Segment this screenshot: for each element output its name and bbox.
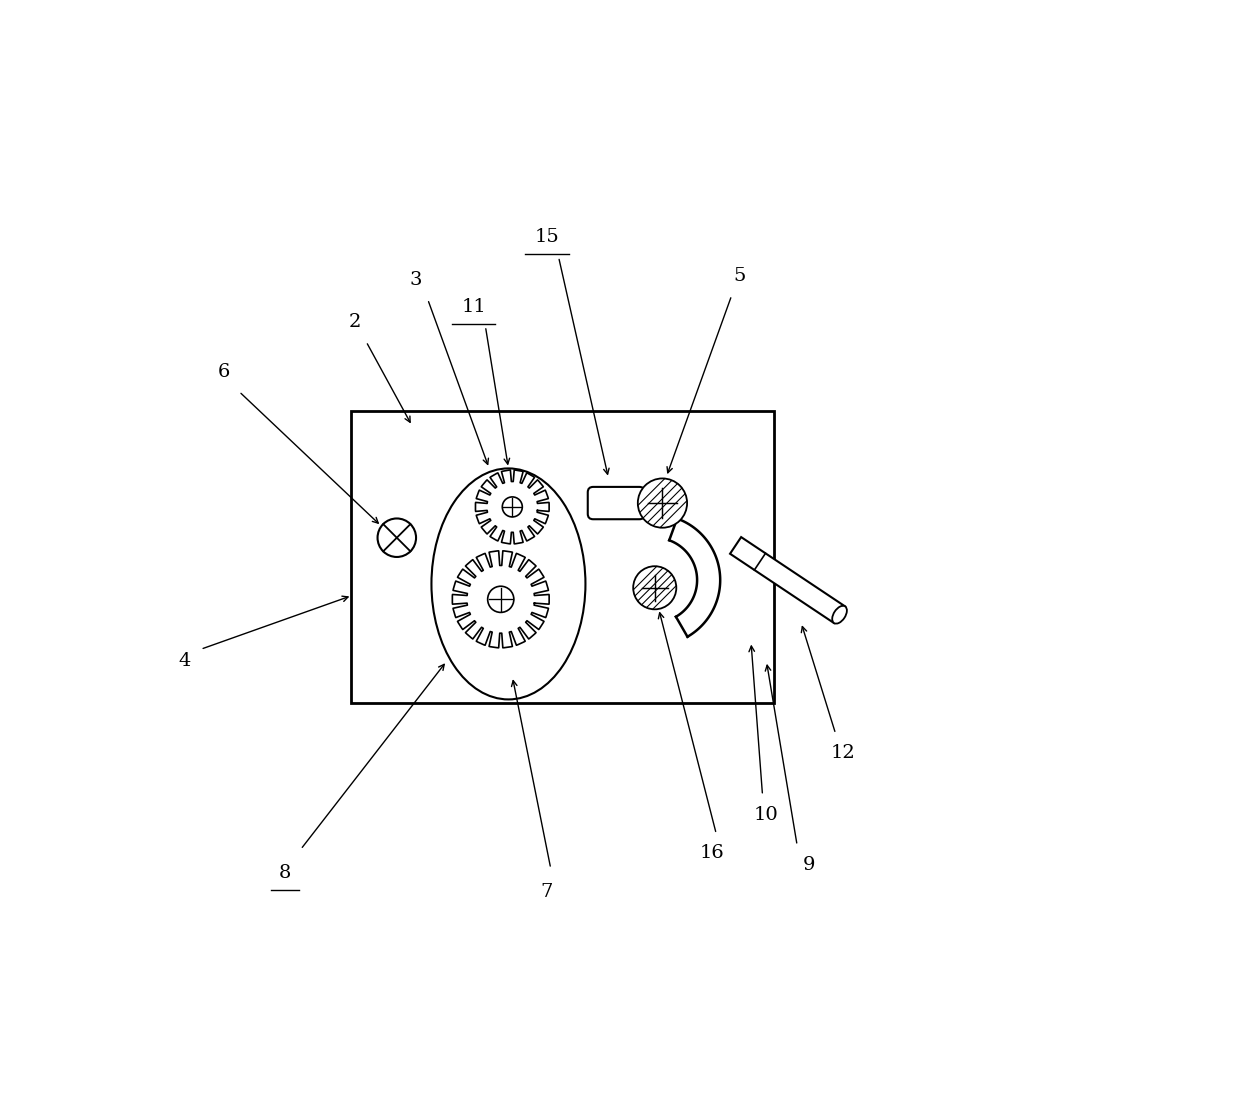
Text: 6: 6 xyxy=(217,363,229,381)
Circle shape xyxy=(487,586,513,612)
Circle shape xyxy=(634,566,676,609)
Text: 3: 3 xyxy=(409,271,423,289)
Text: 5: 5 xyxy=(733,267,745,285)
Text: 7: 7 xyxy=(541,883,553,901)
Text: 2: 2 xyxy=(348,313,361,331)
Polygon shape xyxy=(730,537,846,623)
Text: 4: 4 xyxy=(179,651,191,670)
FancyBboxPatch shape xyxy=(588,486,645,519)
Circle shape xyxy=(502,497,522,517)
Text: 15: 15 xyxy=(534,228,559,246)
Text: 10: 10 xyxy=(754,806,779,824)
Circle shape xyxy=(637,479,687,528)
Text: 12: 12 xyxy=(831,744,856,762)
Text: 11: 11 xyxy=(461,297,486,316)
Text: 16: 16 xyxy=(701,845,725,862)
Circle shape xyxy=(377,518,417,557)
Text: 9: 9 xyxy=(802,856,815,874)
Ellipse shape xyxy=(832,606,847,624)
Bar xyxy=(351,411,774,703)
Text: 8: 8 xyxy=(279,863,291,882)
